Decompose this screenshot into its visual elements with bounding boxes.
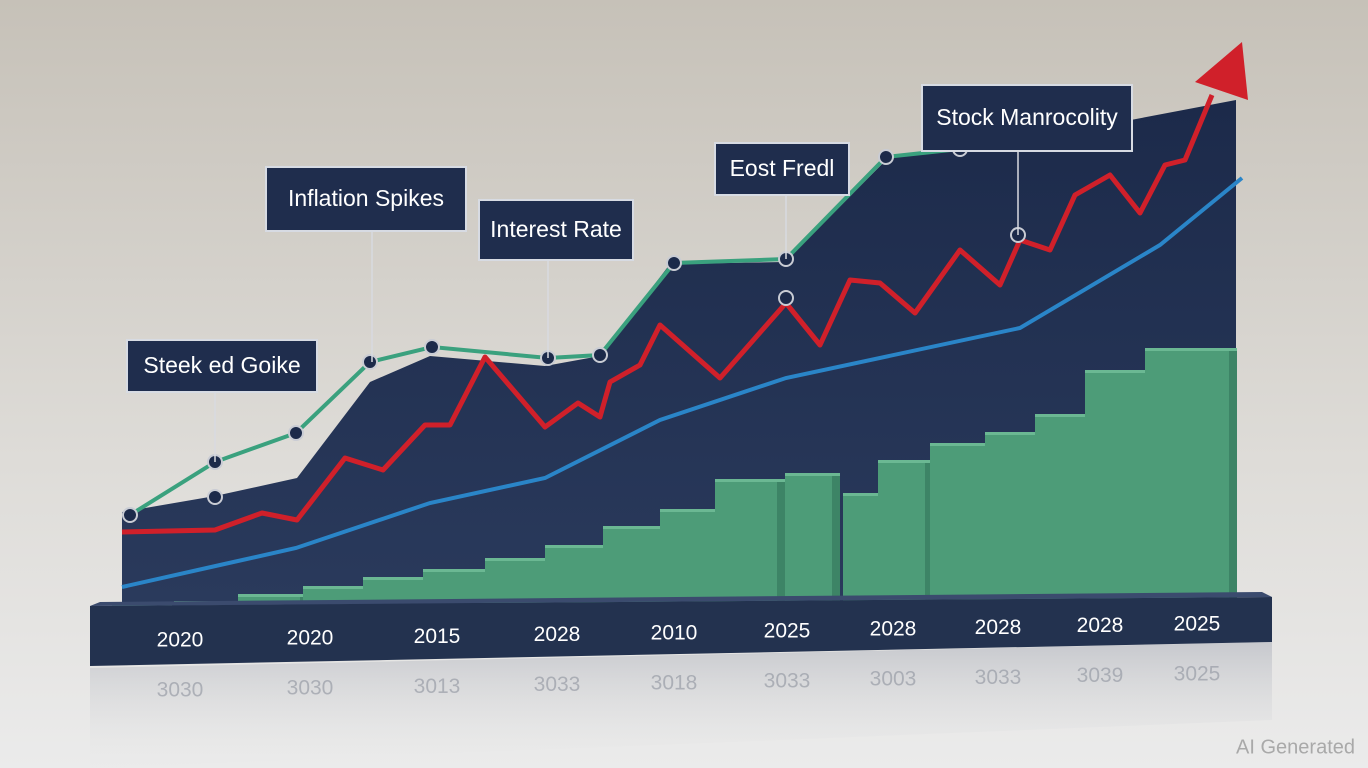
marker: [288, 425, 304, 441]
bar-top: [545, 545, 613, 548]
bar: [878, 460, 933, 603]
bar-side: [925, 460, 933, 603]
reflection-label: 3003: [870, 668, 917, 691]
annotation-box: [265, 166, 467, 232]
reflection-label: 3018: [651, 671, 698, 694]
marker: [878, 149, 894, 165]
marker: [778, 290, 794, 306]
bar: [238, 594, 308, 603]
annotation-label: Stock Manrocolity: [936, 104, 1118, 130]
x-label: 2028: [975, 616, 1022, 639]
annotation-label: Steek ed Goike: [143, 352, 300, 378]
bar-top: [985, 432, 1055, 435]
bar-side: [832, 473, 840, 603]
bar: [363, 577, 433, 603]
annotation-box: [126, 339, 318, 393]
platform-top: [90, 592, 1272, 606]
green-line: [128, 143, 1016, 517]
x-label: 2025: [1174, 612, 1221, 635]
bar-top: [715, 479, 785, 482]
annotation-label: Inflation Spikes: [288, 185, 444, 211]
bar-top: [423, 569, 495, 572]
marker: [362, 354, 378, 370]
bar-top: [485, 558, 555, 561]
bar-top: [363, 577, 433, 580]
floor-reflection: [90, 642, 1272, 768]
bar-top: [878, 460, 933, 463]
bar-top: [660, 509, 728, 512]
marker: [666, 255, 682, 271]
x-label: 2010: [651, 621, 698, 644]
red-line: [121, 94, 1215, 535]
x-label: 2028: [534, 623, 581, 646]
x-labels: 2020 3030 2020 3030 2015 3013 2028 3033 2010 3018…: [157, 612, 1221, 701]
bar-top: [603, 526, 671, 529]
marker: [122, 507, 138, 523]
x-label: 2025: [764, 620, 811, 643]
bar-side: [777, 479, 785, 603]
annotations: Steek ed Goike Inflation Spikes Interest R…: [126, 84, 1133, 462]
bar-top: [843, 493, 895, 496]
bar: [303, 586, 371, 603]
reflection-label: 3030: [287, 677, 334, 700]
reflection-label: 3033: [534, 673, 581, 696]
bar-top: [1145, 348, 1237, 351]
bar: [785, 473, 840, 603]
annotation-label: Eost Fredl: [730, 155, 835, 181]
bar-top: [238, 594, 308, 597]
bar-top: [1085, 370, 1170, 373]
annotation-box: [714, 142, 850, 196]
bar: [423, 569, 495, 603]
reflection-label: 3025: [1174, 662, 1221, 685]
reflection-label: 3039: [1077, 664, 1124, 687]
markers: [122, 141, 1026, 523]
bars: [112, 348, 1237, 607]
bar: [485, 558, 555, 603]
reflection-label: 3013: [414, 675, 461, 698]
watermark: AI Generated: [1236, 736, 1355, 758]
bar-top: [930, 443, 1002, 446]
annotation-label: Interest Rate: [490, 216, 622, 242]
platform: [90, 597, 1272, 666]
annotation-box: [478, 199, 634, 261]
x-label: 2020: [287, 627, 334, 650]
marker: [592, 347, 608, 363]
x-label: 2028: [870, 618, 917, 641]
marker: [207, 489, 223, 505]
x-label: 2028: [1077, 614, 1124, 637]
annotation-box: [921, 84, 1133, 152]
reflection-label: 3030: [157, 679, 204, 702]
bar: [545, 545, 613, 603]
bar-side: [1229, 348, 1237, 603]
reflection-label: 3033: [975, 666, 1022, 689]
bar-top: [1035, 414, 1110, 417]
bar: [1145, 348, 1237, 603]
marker: [424, 339, 440, 355]
bar: [603, 526, 671, 603]
reflection-label: 3033: [764, 670, 811, 693]
bar: [715, 479, 785, 603]
blue-line: [121, 176, 1244, 589]
bar-top: [785, 473, 840, 476]
x-label: 2020: [157, 629, 204, 652]
arrow-head: [1195, 42, 1248, 100]
bar-top: [303, 586, 371, 589]
x-label: 2015: [414, 625, 461, 648]
